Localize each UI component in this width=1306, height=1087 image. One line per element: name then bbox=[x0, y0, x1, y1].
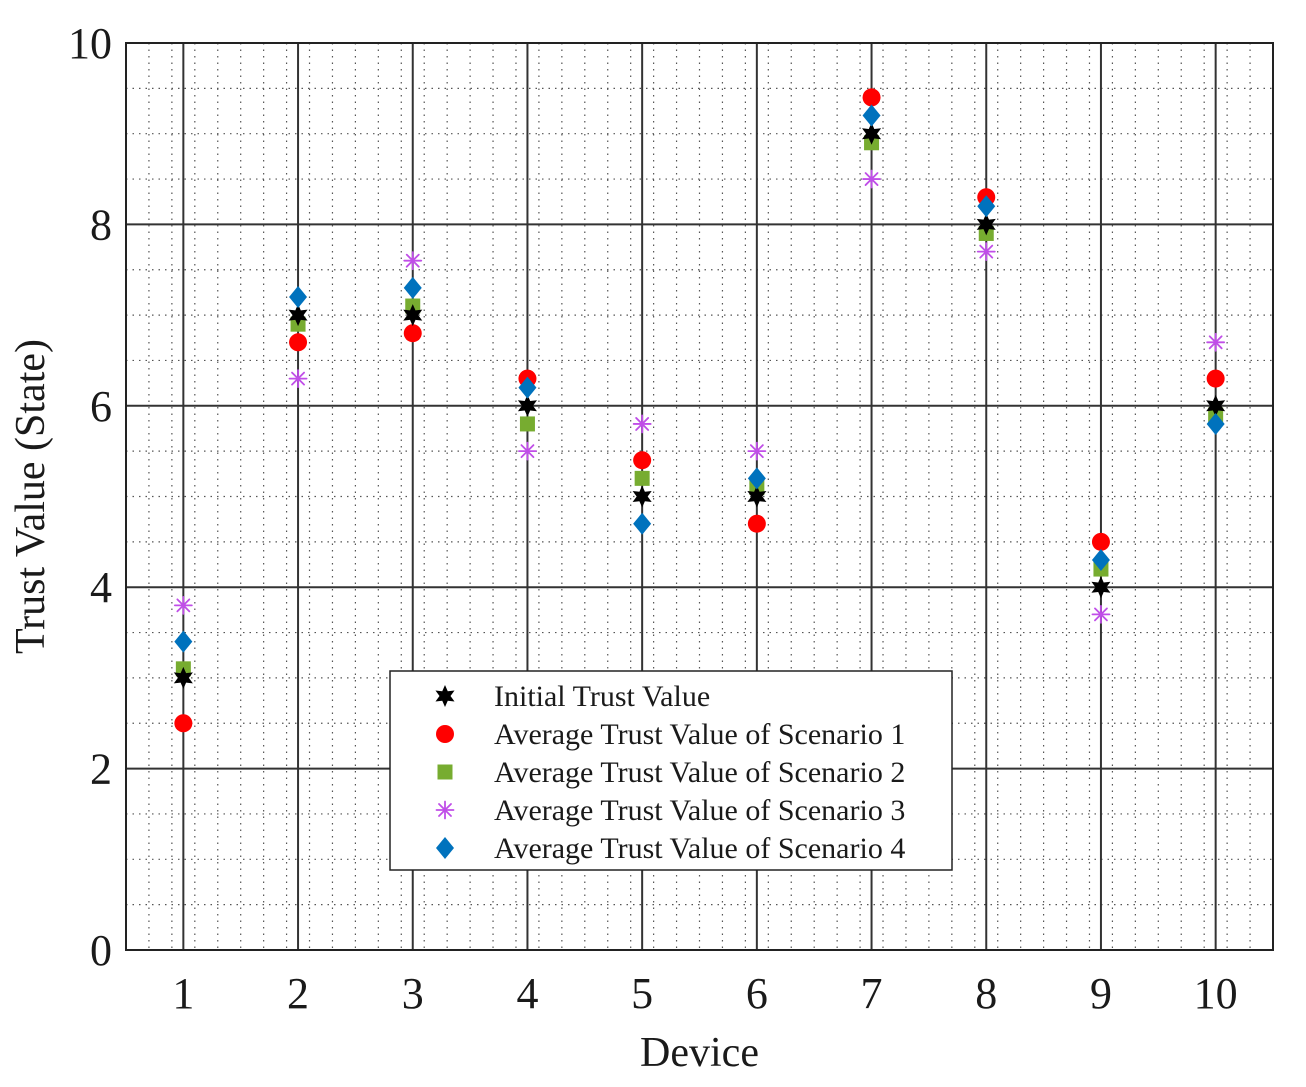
asterisk-stroke bbox=[176, 598, 191, 613]
legend-label: Average Trust Value of Scenario 3 bbox=[494, 794, 905, 827]
data-point bbox=[519, 416, 535, 432]
data-point bbox=[632, 485, 652, 508]
legend-label: Average Trust Value of Scenario 2 bbox=[494, 756, 905, 789]
data-point bbox=[747, 441, 767, 461]
y-tick-label: 0 bbox=[90, 926, 112, 975]
x-tick-label: 9 bbox=[1090, 969, 1112, 1018]
x-tick-label: 7 bbox=[861, 969, 883, 1018]
data-point bbox=[403, 324, 422, 343]
legend-entry: Average Trust Value of Scenario 2 bbox=[437, 756, 905, 789]
data-point bbox=[976, 213, 996, 236]
data-point bbox=[403, 251, 423, 271]
data-point bbox=[976, 242, 996, 262]
data-point bbox=[1091, 605, 1111, 624]
data-point bbox=[174, 714, 193, 733]
asterisk-stroke bbox=[405, 253, 420, 268]
series-4 bbox=[173, 169, 1226, 624]
asterisk-stroke bbox=[438, 803, 452, 817]
asterisk-stroke bbox=[291, 371, 305, 386]
y-tick-label: 8 bbox=[90, 200, 112, 249]
asterisk-stroke bbox=[864, 172, 879, 186]
legend-marker bbox=[435, 800, 455, 820]
data-point bbox=[633, 512, 652, 535]
legend-label: Average Trust Value of Scenario 1 bbox=[494, 718, 905, 751]
data-point bbox=[634, 470, 650, 486]
data-point bbox=[289, 285, 308, 308]
x-tick-label: 1 bbox=[172, 969, 194, 1018]
data-point bbox=[403, 276, 422, 299]
data-point bbox=[1091, 576, 1111, 599]
legend-entry: Average Trust Value of Scenario 4 bbox=[436, 832, 905, 865]
data-point bbox=[518, 376, 537, 399]
x-tick-label: 10 bbox=[1194, 969, 1238, 1018]
series-1 bbox=[173, 122, 1226, 689]
data-point bbox=[633, 451, 652, 470]
x-tick-label: 4 bbox=[516, 969, 538, 1018]
data-point bbox=[862, 122, 882, 145]
data-point bbox=[1091, 548, 1110, 571]
data-point bbox=[288, 304, 308, 327]
asterisk-stroke bbox=[749, 444, 764, 459]
x-axis-label: Device bbox=[640, 1030, 759, 1076]
series-5 bbox=[174, 104, 1225, 653]
data-point bbox=[289, 333, 308, 352]
asterisk-stroke bbox=[520, 444, 535, 459]
data-point bbox=[1206, 332, 1226, 352]
y-tick-label: 2 bbox=[90, 745, 112, 794]
data-point bbox=[747, 467, 766, 490]
data-point bbox=[977, 195, 996, 218]
legend: Initial Trust Value Average Trust Value o… bbox=[389, 670, 953, 871]
legend-marker bbox=[437, 764, 453, 780]
y-axis-label: Trust Value (State) bbox=[8, 339, 54, 654]
data-point bbox=[403, 304, 423, 327]
asterisk-stroke bbox=[635, 417, 650, 431]
legend-entry: Initial Trust Value bbox=[435, 680, 710, 713]
data-point bbox=[174, 630, 193, 653]
legend-marker bbox=[436, 837, 454, 859]
data-point bbox=[173, 666, 193, 689]
y-tick-label: 4 bbox=[90, 563, 112, 612]
y-tick-label: 10 bbox=[68, 19, 112, 68]
data-point bbox=[173, 595, 193, 615]
x-tick-label: 8 bbox=[975, 969, 997, 1018]
data-point bbox=[1206, 369, 1225, 388]
data-point bbox=[518, 441, 537, 461]
data-point bbox=[747, 514, 766, 533]
data-points bbox=[173, 88, 1226, 733]
x-tick-label: 5 bbox=[631, 969, 653, 1018]
legend-entry: Average Trust Value of Scenario 3 bbox=[435, 794, 905, 827]
data-point bbox=[517, 394, 537, 417]
legend-label: Average Trust Value of Scenario 4 bbox=[494, 832, 905, 865]
data-point bbox=[632, 414, 652, 434]
data-point bbox=[862, 169, 881, 189]
asterisk-stroke bbox=[1208, 335, 1223, 350]
asterisk-stroke bbox=[979, 244, 994, 259]
legend-marker bbox=[435, 685, 455, 707]
x-tick-label: 2 bbox=[287, 969, 309, 1018]
legend-box bbox=[389, 670, 953, 871]
y-tick-labels: 0 2 4 6 8 10 bbox=[68, 19, 112, 975]
plot-frame bbox=[125, 42, 1274, 951]
data-point bbox=[288, 369, 308, 388]
x-tick-label: 3 bbox=[402, 969, 424, 1018]
y-tick-label: 6 bbox=[90, 382, 112, 431]
legend-entry: Average Trust Value of Scenario 1 bbox=[436, 718, 905, 751]
data-point bbox=[1091, 532, 1110, 551]
data-point bbox=[1206, 412, 1225, 435]
legend-label: Initial Trust Value bbox=[494, 680, 710, 713]
x-tick-label: 6 bbox=[746, 969, 768, 1018]
x-tick-labels: 1 2 3 4 5 6 7 8 9 10 bbox=[172, 969, 1237, 1018]
asterisk-stroke bbox=[1094, 607, 1108, 622]
data-point bbox=[747, 485, 767, 508]
legend-marker bbox=[436, 725, 454, 743]
data-point bbox=[862, 104, 881, 127]
data-point bbox=[1206, 394, 1226, 417]
data-point bbox=[862, 88, 881, 107]
